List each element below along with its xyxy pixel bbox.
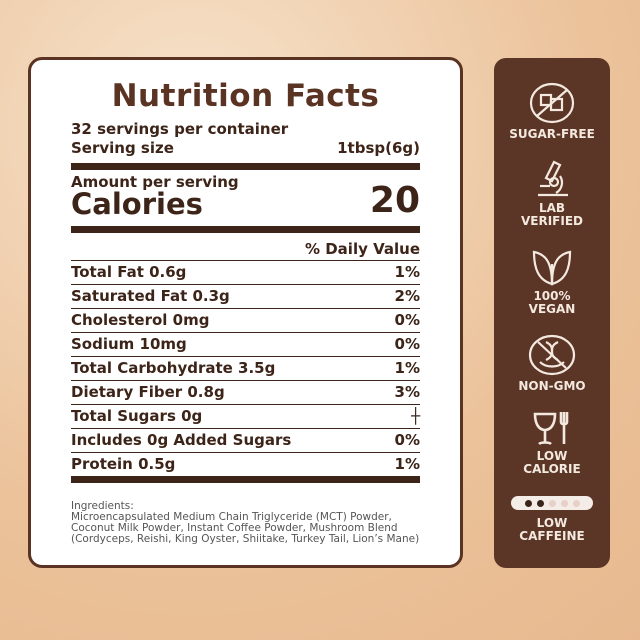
calories-label: Calories <box>71 187 203 221</box>
nutrient-row: Total Fat 0.6g 1% <box>71 260 420 284</box>
nutrient-dv: 3% <box>394 383 420 401</box>
badge-lab-verified: LAB VERIFIED <box>494 156 610 228</box>
ingredients-label: Ingredients: <box>71 500 134 512</box>
caffeine-dot-empty <box>548 499 556 507</box>
glass-fork-icon <box>533 412 569 446</box>
caffeine-dot-filled <box>536 499 544 507</box>
leaf-icon <box>532 250 572 286</box>
nutrient-dv: 0% <box>394 311 420 329</box>
serving-size-label: Serving size <box>71 139 174 157</box>
servings-per-container: 32 servings per container <box>71 120 289 138</box>
badge-label: VERIFIED <box>520 214 583 228</box>
badge-label: LAB <box>538 201 566 215</box>
calories-value: 20 <box>369 180 420 221</box>
nutrient-name: Total Fat 0.6g <box>71 263 187 281</box>
badge-label: LOW <box>536 449 568 463</box>
nutrient-row: Saturated Fat 0.3g 2% <box>71 284 420 308</box>
badge-low-calorie: LOW CALORIE <box>494 410 610 476</box>
divider <box>71 226 420 233</box>
nutrient-row: Total Sugars 0g ┼ <box>71 404 420 428</box>
nutrient-name: Total Carbohydrate 3.5g <box>71 359 276 377</box>
label-title: Nutrition Facts <box>111 78 380 114</box>
nutrient-row: Dietary Fiber 0.8g 3% <box>71 380 420 404</box>
nutrient-dv: 2% <box>394 287 420 305</box>
caffeine-level-icon <box>511 496 593 510</box>
no-gmo-icon <box>528 334 576 376</box>
nutrient-name: Includes 0g Added Sugars <box>71 431 292 449</box>
nutrient-name: Saturated Fat 0.3g <box>71 287 230 305</box>
nutrient-row: Sodium 10mg 0% <box>71 332 420 356</box>
nutrition-facts-label: Nutrition Facts 32 servings per containe… <box>28 57 463 568</box>
badge-label: LOW <box>536 516 568 530</box>
nutrient-dv: 0% <box>394 431 420 449</box>
nutrient-name: Dietary Fiber 0.8g <box>71 383 225 401</box>
divider <box>71 476 420 483</box>
badge-low-caffeine: LOW CAFFEINE <box>494 496 610 543</box>
feature-badges-panel: SUGAR-FREE LAB VERIFIED 100% VEGAN NON-GMO… <box>494 58 610 568</box>
no-sugar-icon <box>529 82 575 124</box>
divider <box>71 163 420 170</box>
nutrient-row: Total Carbohydrate 3.5g 1% <box>71 356 420 380</box>
ingredients: Ingredients: Microencapsulated Medium Cha… <box>71 501 420 545</box>
ingredients-text: Microencapsulated Medium Chain Triglycer… <box>71 511 420 545</box>
caffeine-dot-empty <box>560 499 568 507</box>
nutrient-dv: 1% <box>394 263 420 281</box>
amount-per-serving: Amount per serving <box>71 173 239 191</box>
badge-label: SUGAR-FREE <box>509 127 595 141</box>
nutrient-row: Protein 0.5g 1% <box>71 452 420 476</box>
nutrient-dv: 1% <box>394 359 420 377</box>
caffeine-dot-filled <box>524 499 532 507</box>
nutrient-name: Protein 0.5g <box>71 455 176 473</box>
badge-label: 100% <box>533 289 571 303</box>
microscope-icon <box>538 160 568 197</box>
badge-sugar-free: SUGAR-FREE <box>494 82 610 141</box>
nutrient-name: Total Sugars 0g <box>71 407 203 425</box>
serving-size-row: Serving size 1tbsp(6g) <box>71 139 420 158</box>
badge-non-gmo: NON-GMO <box>494 334 610 393</box>
badge-vegan: 100% VEGAN <box>494 246 610 316</box>
badge-label: VEGAN <box>528 302 576 316</box>
nutrient-row: Includes 0g Added Sugars 0% <box>71 428 420 452</box>
nutrient-name: Cholesterol 0mg <box>71 311 210 329</box>
badge-label: CALORIE <box>523 462 581 476</box>
nutrient-dv: 0% <box>394 335 420 353</box>
nutrient-row: Cholesterol 0mg 0% <box>71 308 420 332</box>
daily-value-header: % Daily Value <box>304 240 420 258</box>
badge-label: NON-GMO <box>518 379 586 393</box>
nutrient-dv: ┼ <box>410 407 420 425</box>
badge-label: CAFFEINE <box>519 529 585 543</box>
caffeine-dot-empty <box>572 499 580 507</box>
nutrient-dv: 1% <box>394 455 420 473</box>
calories-row: Calories 20 <box>71 180 420 221</box>
serving-size-value: 1tbsp(6g) <box>337 139 420 157</box>
nutrient-name: Sodium 10mg <box>71 335 187 353</box>
